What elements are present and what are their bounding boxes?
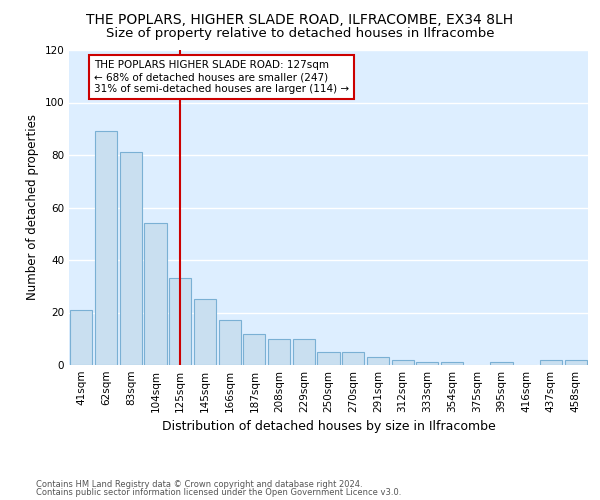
- Bar: [367, 357, 389, 365]
- Bar: [293, 339, 315, 365]
- Bar: [243, 334, 265, 365]
- Bar: [441, 362, 463, 365]
- Bar: [565, 360, 587, 365]
- Bar: [145, 223, 167, 365]
- Bar: [194, 300, 216, 365]
- Text: THE POPLARS, HIGHER SLADE ROAD, ILFRACOMBE, EX34 8LH: THE POPLARS, HIGHER SLADE ROAD, ILFRACOM…: [86, 12, 514, 26]
- Bar: [70, 310, 92, 365]
- Bar: [119, 152, 142, 365]
- X-axis label: Distribution of detached houses by size in Ilfracombe: Distribution of detached houses by size …: [161, 420, 496, 434]
- Text: Contains public sector information licensed under the Open Government Licence v3: Contains public sector information licen…: [36, 488, 401, 497]
- Bar: [392, 360, 414, 365]
- Bar: [416, 362, 439, 365]
- Bar: [268, 339, 290, 365]
- Bar: [95, 132, 117, 365]
- Text: THE POPLARS HIGHER SLADE ROAD: 127sqm
← 68% of detached houses are smaller (247): THE POPLARS HIGHER SLADE ROAD: 127sqm ← …: [94, 60, 349, 94]
- Bar: [169, 278, 191, 365]
- Text: Contains HM Land Registry data © Crown copyright and database right 2024.: Contains HM Land Registry data © Crown c…: [36, 480, 362, 489]
- Bar: [490, 362, 512, 365]
- Bar: [342, 352, 364, 365]
- Bar: [317, 352, 340, 365]
- Text: Size of property relative to detached houses in Ilfracombe: Size of property relative to detached ho…: [106, 28, 494, 40]
- Y-axis label: Number of detached properties: Number of detached properties: [26, 114, 39, 300]
- Bar: [540, 360, 562, 365]
- Bar: [218, 320, 241, 365]
